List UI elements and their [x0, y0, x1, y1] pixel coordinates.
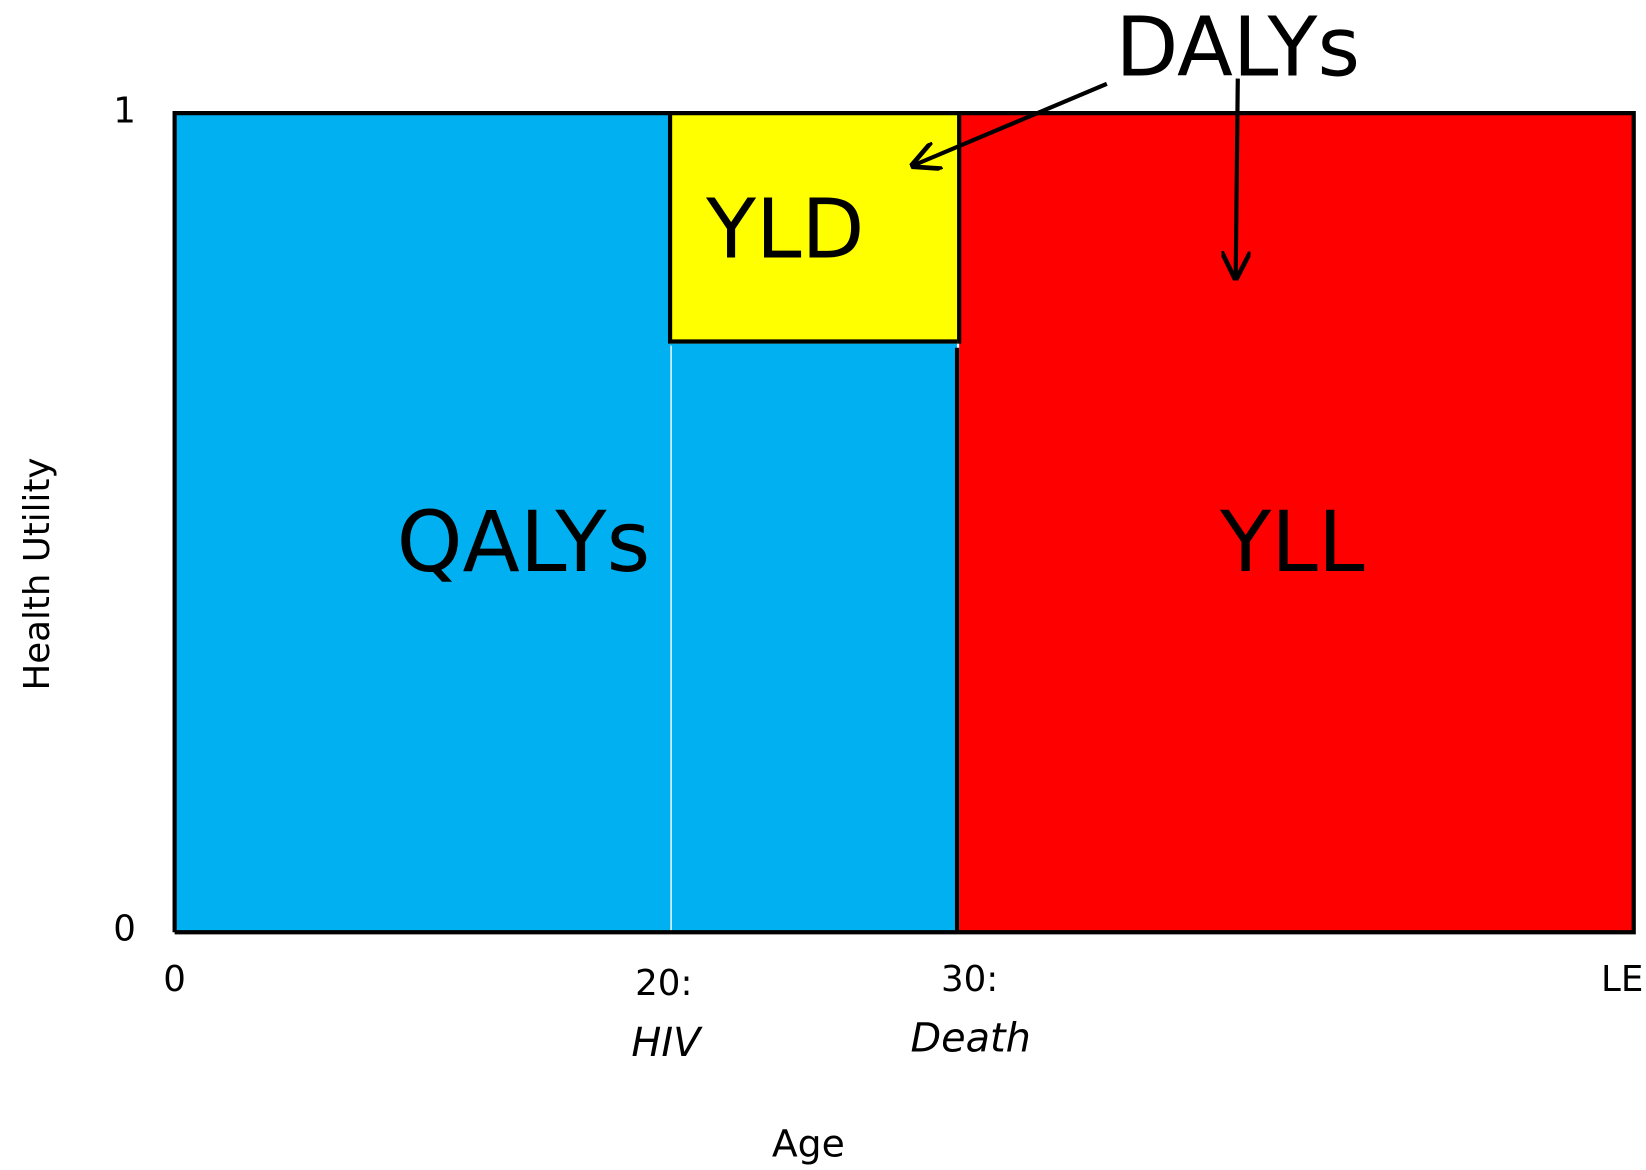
qaly-label: QALYs — [397, 493, 651, 591]
arrow — [913, 81, 1108, 166]
x-event: HIV — [631, 1020, 703, 1066]
outline — [172, 111, 1636, 935]
callout: DALYs — [1116, 0, 1360, 95]
x-tick: 30: — [941, 959, 998, 1000]
x-event: Death — [911, 1016, 1031, 1062]
y-axis-label: Health Utility — [17, 458, 58, 691]
qaly-region-hiv — [670, 343, 958, 933]
y-top: 1 — [113, 91, 136, 132]
x-tick: 20: — [635, 963, 692, 1004]
x-axis-label: Age — [772, 1121, 845, 1165]
yld-label: YLD — [705, 183, 864, 278]
x-tick: 0 — [163, 959, 186, 1000]
y-bottom: 0 — [113, 909, 136, 950]
x-tick: LE — [1601, 959, 1643, 1000]
yll-label: YLL — [1219, 493, 1365, 591]
arrow — [1236, 78, 1238, 278]
yll-region — [959, 111, 1634, 933]
qaly-region — [174, 111, 671, 933]
